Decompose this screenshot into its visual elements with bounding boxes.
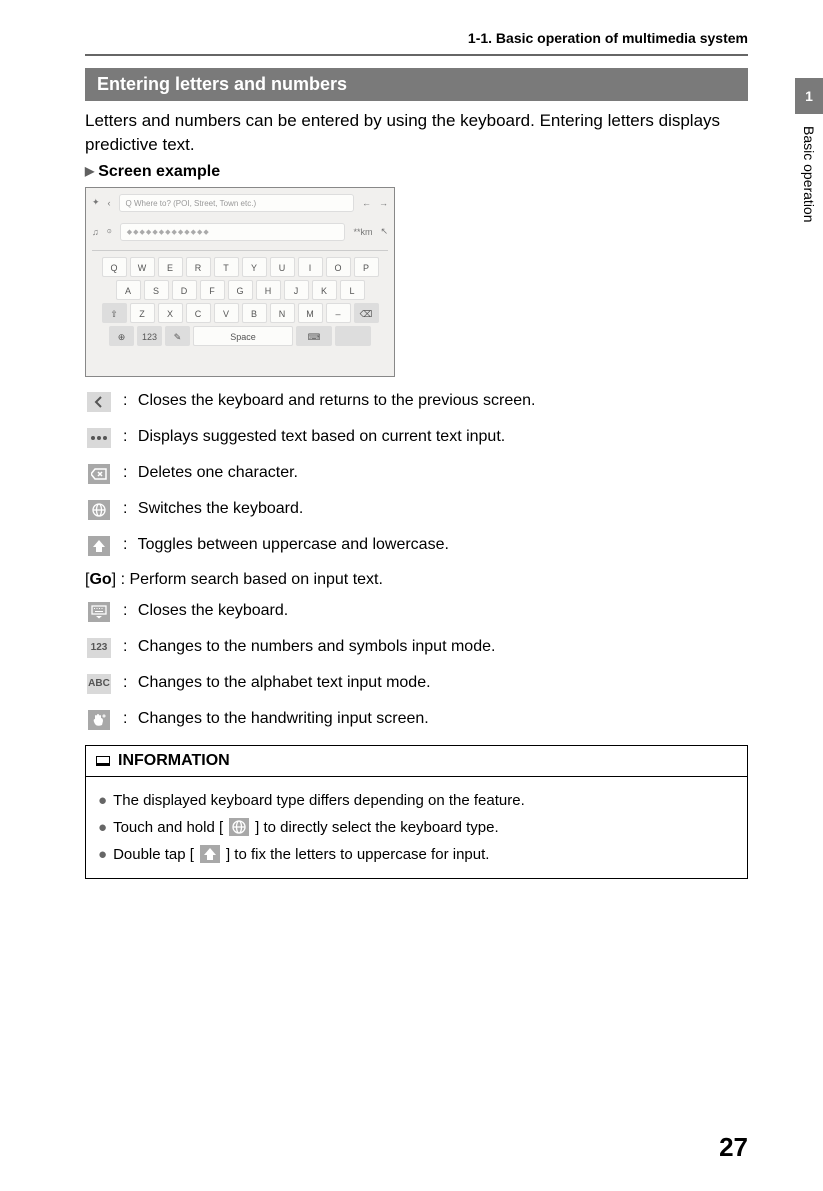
key-o: O bbox=[326, 257, 351, 277]
handwriting-icon bbox=[85, 709, 113, 731]
space-key: Space bbox=[193, 326, 293, 346]
bullet-icon: ● bbox=[98, 814, 107, 841]
info-item: ●The displayed keyboard type differs dep… bbox=[98, 787, 735, 814]
info-item: ●Touch and hold [ ] to directly select t… bbox=[98, 814, 735, 841]
masked-text: ◆◆◆◆◆◆◆◆◆◆◆◆◆ bbox=[120, 223, 346, 241]
dots-icon bbox=[85, 427, 113, 449]
legend-row: ABC : Changes to the alphabet text input … bbox=[85, 673, 748, 695]
key-e: E bbox=[158, 257, 183, 277]
backspace-icon bbox=[85, 463, 113, 485]
legend-row: : Deletes one character. bbox=[85, 463, 748, 485]
left-arrow-icon: ← bbox=[362, 198, 371, 208]
abc-icon: ABC bbox=[85, 673, 113, 695]
legend-desc: : Changes to the numbers and symbols inp… bbox=[123, 637, 495, 658]
legend-desc: : Changes to the handwriting input scree… bbox=[123, 709, 429, 730]
key-x: X bbox=[158, 303, 183, 323]
merge-icon: ↖ bbox=[380, 226, 388, 237]
key-–: – bbox=[326, 303, 351, 323]
legend-row: : Closes the keyboard and returns to the… bbox=[85, 391, 748, 413]
key-v: V bbox=[214, 303, 239, 323]
key-k: K bbox=[312, 280, 337, 300]
legend-desc: : Toggles between uppercase and lowercas… bbox=[123, 535, 449, 556]
globe-icon bbox=[85, 499, 113, 521]
key-j: J bbox=[284, 280, 309, 300]
legend-desc: : Switches the keyboard. bbox=[123, 499, 303, 520]
key-u: U bbox=[270, 257, 295, 277]
key-t: T bbox=[214, 257, 239, 277]
information-body: ●The displayed keyboard type differs dep… bbox=[86, 777, 747, 878]
keyboard-row-3: ⇧ ZXCVBNM–⌫ bbox=[92, 303, 388, 323]
key-d: D bbox=[172, 280, 197, 300]
information-header: INFORMATION bbox=[86, 746, 747, 777]
keyboard-screenshot: ✦ ‹ Q Where to? (POI, Street, Town etc.)… bbox=[85, 187, 395, 377]
key-z: Z bbox=[130, 303, 155, 323]
legend-desc: : Displays suggested text based on curre… bbox=[123, 427, 505, 448]
page-number: 27 bbox=[719, 1132, 748, 1163]
back-chevron-icon: ‹ bbox=[108, 198, 111, 208]
legend-row: 123 : Changes to the numbers and symbols … bbox=[85, 637, 748, 659]
legend-row: : Closes the keyboard. bbox=[85, 601, 748, 623]
keyboard-row-2: ASDFGHJKL bbox=[92, 280, 388, 300]
intro-text: Letters and numbers can be entered by us… bbox=[85, 109, 748, 157]
key-r: R bbox=[186, 257, 211, 277]
music-note-icon: ♫ bbox=[92, 227, 99, 237]
information-title: INFORMATION bbox=[118, 752, 230, 770]
key-y: Y bbox=[242, 257, 267, 277]
key-p: P bbox=[354, 257, 379, 277]
handwriting-key: ✎ bbox=[165, 326, 190, 346]
legend-row: : Displays suggested text based on curre… bbox=[85, 427, 748, 449]
shift-icon bbox=[85, 535, 113, 557]
globe-icon bbox=[229, 818, 249, 836]
icon-legend-list: : Closes the keyboard and returns to the… bbox=[85, 391, 748, 557]
search-field: Q Where to? (POI, Street, Town etc.) bbox=[119, 194, 354, 212]
go-key bbox=[335, 326, 371, 346]
keyboard-row-1: QWERTYUIOP bbox=[92, 257, 388, 277]
key-q: Q bbox=[102, 257, 127, 277]
distance-label: **km bbox=[353, 227, 372, 237]
legend-row: : Changes to the handwriting input scree… bbox=[85, 709, 748, 731]
legend-desc: : Closes the keyboard and returns to the… bbox=[123, 391, 535, 412]
information-box: INFORMATION ●The displayed keyboard type… bbox=[85, 745, 748, 879]
shift-icon bbox=[200, 845, 220, 863]
mode-key: 123 bbox=[137, 326, 162, 346]
shift-key: ⇧ bbox=[102, 303, 127, 323]
right-arrow-icon: → bbox=[379, 198, 388, 208]
laptop-icon bbox=[96, 756, 110, 766]
screen-example-label: Screen example bbox=[85, 163, 748, 181]
collapse-key: ⌨ bbox=[296, 326, 332, 346]
key-l: L bbox=[340, 280, 365, 300]
backspace-key: ⌫ bbox=[354, 303, 379, 323]
info-item: ●Double tap [ ] to fix the letters to up… bbox=[98, 841, 735, 868]
key-h: H bbox=[256, 280, 281, 300]
collapse-keyboard-icon bbox=[85, 601, 113, 623]
legend-row: : Switches the keyboard. bbox=[85, 499, 748, 521]
icon-legend-list-2: : Closes the keyboard. 123 : Changes to th… bbox=[85, 601, 748, 731]
key-m: M bbox=[298, 303, 323, 323]
location-dot-icon: ⊙ bbox=[107, 228, 112, 235]
page-content: 1-1. Basic operation of multimedia syste… bbox=[0, 0, 823, 909]
key-c: C bbox=[186, 303, 211, 323]
go-description: [Go] : Perform search based on input tex… bbox=[85, 571, 748, 589]
section-title: Entering letters and numbers bbox=[85, 68, 748, 101]
legend-row: : Toggles between uppercase and lowercas… bbox=[85, 535, 748, 557]
back-icon bbox=[85, 391, 113, 413]
legend-desc: : Changes to the alphabet text input mod… bbox=[123, 673, 431, 694]
keyboard-row-4: ⊕ 123 ✎ Space ⌨ bbox=[92, 326, 388, 346]
numbers-icon: 123 bbox=[85, 637, 113, 659]
nav-arrow-icon: ✦ bbox=[92, 197, 100, 208]
breadcrumb: 1-1. Basic operation of multimedia syste… bbox=[85, 30, 748, 56]
key-f: F bbox=[200, 280, 225, 300]
key-b: B bbox=[242, 303, 267, 323]
key-n: N bbox=[270, 303, 295, 323]
legend-desc: : Closes the keyboard. bbox=[123, 601, 288, 622]
legend-desc: : Deletes one character. bbox=[123, 463, 298, 484]
key-g: G bbox=[228, 280, 253, 300]
key-w: W bbox=[130, 257, 155, 277]
key-a: A bbox=[116, 280, 141, 300]
bullet-icon: ● bbox=[98, 841, 107, 868]
bullet-icon: ● bbox=[98, 787, 107, 814]
key-s: S bbox=[144, 280, 169, 300]
globe-key: ⊕ bbox=[109, 326, 134, 346]
key-i: I bbox=[298, 257, 323, 277]
